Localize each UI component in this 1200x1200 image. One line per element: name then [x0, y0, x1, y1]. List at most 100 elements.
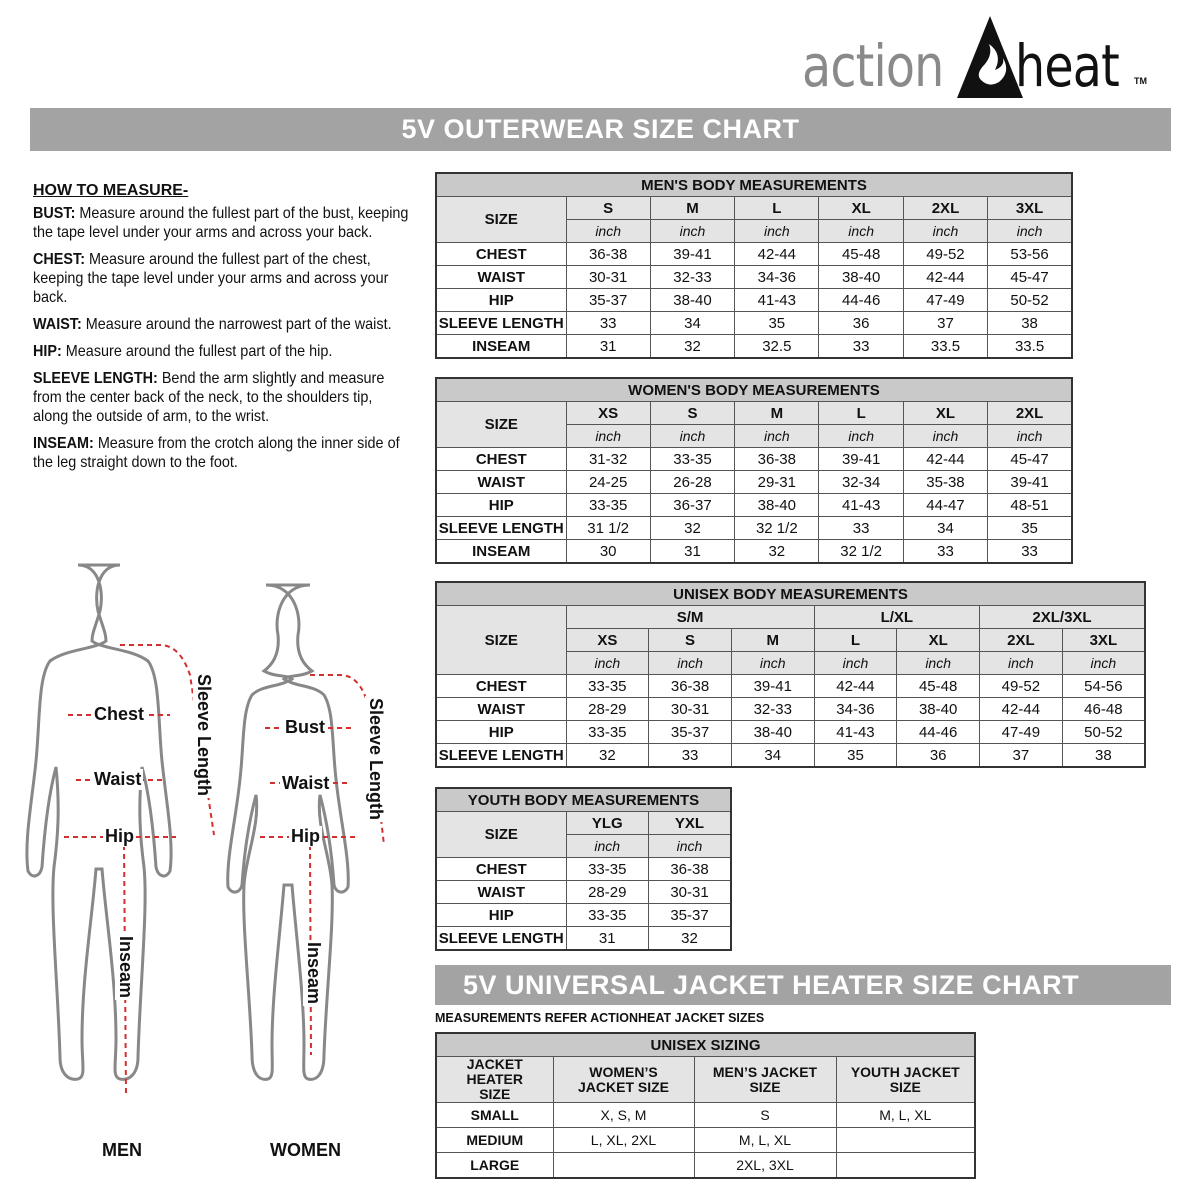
size-column-header: S [648, 628, 732, 652]
jacket-size-value [835, 1127, 976, 1153]
column-header: WOMEN’S JACKET SIZE [552, 1056, 695, 1103]
flame-logo-icon [957, 16, 1023, 98]
size-header: SIZE [435, 196, 567, 243]
measurement-value: 33-35 [565, 493, 651, 517]
measurement-value: 33-35 [565, 903, 649, 927]
measurement-value: 42-44 [734, 242, 820, 266]
measurement-value: 50-52 [987, 288, 1073, 312]
measurement-value: 31 [565, 334, 651, 359]
measurement-value: 30-31 [648, 880, 732, 904]
measurement-value: 36 [818, 311, 904, 335]
men-hip-label: Hip [103, 826, 136, 847]
measurement-value: 39-41 [649, 242, 736, 266]
measurement-value: 38 [1061, 743, 1146, 768]
jacket-size-value: M, L, XL [835, 1102, 976, 1128]
table-title-row: UNISEX SIZING [435, 1032, 976, 1057]
row-label: HIP [435, 493, 567, 517]
size-column-header: L [734, 196, 820, 220]
measurement-value: 33-35 [565, 720, 650, 744]
measurement-value: 36-38 [648, 857, 732, 881]
women-waist-label: Waist [280, 773, 332, 794]
size-column-header: L [818, 401, 904, 425]
heater-banner: 5V UNIVERSAL JACKET HEATER SIZE CHART [435, 965, 1171, 1005]
measurement-value: 42-44 [902, 447, 989, 471]
measurement-value: 32 [734, 539, 820, 564]
measurement-value: 26-28 [649, 470, 736, 494]
unit-label: inch [730, 651, 815, 675]
measurement-value: 53-56 [987, 242, 1073, 266]
column-header: JACKET HEATER SIZE [435, 1056, 554, 1103]
measurement-row: WAIST 28-29 30-31 [435, 880, 732, 904]
measurement-value: 39-41 [818, 447, 904, 471]
sizing-row: MEDIUM L, XL, 2XL M, L, XL [435, 1127, 976, 1153]
measurement-value: 32 [565, 743, 650, 768]
row-label: CHEST [435, 242, 567, 266]
size-column-header: XL [902, 401, 989, 425]
heater-title: 5V UNIVERSAL JACKET HEATER SIZE CHART [463, 969, 1080, 1000]
measurement-value: 35-37 [565, 288, 651, 312]
measurement-value: 32-33 [649, 265, 736, 289]
sizing-row: LARGE 2XL, 3XL [435, 1152, 976, 1179]
jacket-size-value: X, S, M [552, 1102, 695, 1128]
unit-label: inch [896, 651, 981, 675]
measurement-value: 30-31 [565, 265, 651, 289]
measurement-value: 31 1/2 [565, 516, 651, 540]
row-label: SLEEVE LENGTH [435, 311, 567, 335]
table-title: UNISEX SIZING [435, 1032, 976, 1057]
size-column-header: XS [565, 628, 650, 652]
row-label: WAIST [435, 880, 567, 904]
unit-label: inch [813, 651, 898, 675]
unit-label: inch [987, 219, 1073, 243]
women-silhouette [226, 583, 350, 1081]
row-label: CHEST [435, 447, 567, 471]
unit-label: inch [565, 219, 651, 243]
unisex-measurements-table: UNISEX BODY MEASUREMENTS SIZE S/M L/XL 2XL/3… [435, 581, 1146, 768]
row-label: HIP [435, 903, 567, 927]
measurement-value: 37 [979, 743, 1063, 768]
measurement-value: 28-29 [565, 880, 649, 904]
size-header: SIZE [435, 811, 567, 858]
how-to-item: INSEAM: Measure from the crotch along th… [33, 434, 411, 472]
unit-label: inch [565, 424, 651, 448]
measurement-row: WAIST 30-31 32-33 34-36 38-40 42-44 45-47 [435, 265, 1073, 289]
size-column-header: 3XL [1061, 628, 1146, 652]
measurement-value: 33-35 [565, 674, 650, 698]
measurement-value: 35 [734, 311, 820, 335]
measurement-value: 36-38 [648, 674, 732, 698]
size-column-header: M [730, 628, 815, 652]
how-to-term: BUST: [33, 205, 76, 222]
measurement-value: 44-46 [896, 720, 981, 744]
jacket-size-value [835, 1152, 976, 1179]
how-to-item: SLEEVE LENGTH: Bend the arm slightly and… [33, 369, 411, 426]
measurement-row: HIP 33-35 36-37 38-40 41-43 44-47 48-51 [435, 493, 1073, 517]
size-header: SIZE [435, 605, 567, 675]
size-group-header: L/XL [813, 605, 981, 629]
jacket-size-value: 2XL, 3XL [693, 1152, 837, 1179]
measurement-value: 45-47 [987, 265, 1073, 289]
measurement-value: 48-51 [987, 493, 1073, 517]
size-column-header: 2XL [987, 401, 1073, 425]
measurement-value: 39-41 [730, 674, 815, 698]
women-hip-label: Hip [289, 826, 322, 847]
heater-note: MEASUREMENTS REFER ACTIONHEAT JACKET SIZ… [435, 1011, 765, 1025]
measurement-value: 34 [730, 743, 815, 768]
measurement-value: 46-48 [1061, 697, 1146, 721]
measurement-value: 32-34 [818, 470, 904, 494]
jacket-size-value: L, XL, 2XL [552, 1127, 695, 1153]
measurement-value: 36-38 [734, 447, 820, 471]
measurement-value: 42-44 [813, 674, 898, 698]
how-to-item: HIP: Measure around the fullest part of … [33, 342, 411, 361]
how-to-term: WAIST: [33, 316, 82, 333]
how-to-term: CHEST: [33, 251, 86, 268]
measurement-value: 41-43 [813, 720, 898, 744]
size-group-header: 2XL/3XL [979, 605, 1146, 629]
measurement-value: 36-38 [565, 242, 651, 266]
how-to-heading: HOW TO MEASURE- [33, 182, 189, 199]
table-title: UNISEX BODY MEASUREMENTS [435, 581, 1146, 606]
mens-measurements-table: MEN'S BODY MEASUREMENTS SIZE S M L XL 2XL 3XL in… [435, 172, 1073, 359]
unit-label: inch [648, 651, 732, 675]
unit-label: inch [818, 219, 904, 243]
measurement-value: 33 [818, 516, 904, 540]
measurement-row: HIP 33-35 35-37 [435, 903, 732, 927]
table-title-row: YOUTH BODY MEASUREMENTS [435, 787, 732, 812]
